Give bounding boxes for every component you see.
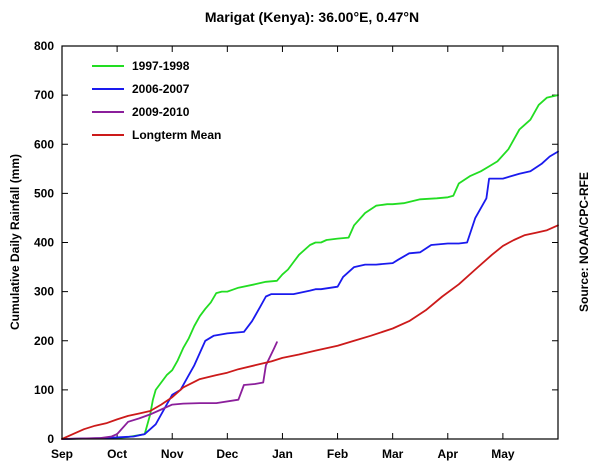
y-tick-label: 0 [47,432,54,446]
legend-label: Longterm Mean [132,128,221,142]
y-tick-label: 800 [34,39,54,53]
x-tick-label: Sep [51,447,73,461]
x-tick-label: May [491,447,515,461]
y-tick-label: 200 [34,334,54,348]
y-tick-label: 300 [34,285,54,299]
x-ticks: Sep Oct Nov Dec Jan Feb Mar Apr May [51,46,515,461]
x-tick-label: Dec [216,447,238,461]
x-tick-label: Oct [107,447,127,461]
y-tick-label: 500 [34,186,54,200]
legend-label: 1997-1998 [132,59,190,73]
legend-label: 2006-2007 [132,82,190,96]
y-ticks: 0 100 200 300 400 500 600 700 800 [34,39,558,446]
series-line-1 [61,94,559,440]
x-tick-label: Nov [161,447,184,461]
series-line-2 [61,150,559,440]
x-tick-label: Apr [437,447,458,461]
y-tick-label: 700 [34,88,54,102]
legend-label: 2009-2010 [132,105,190,119]
y-tick-label: 100 [34,383,54,397]
source-label: Source: NOAA/CPC-RFE [577,172,591,312]
x-tick-label: Mar [382,447,404,461]
y-tick-label: 400 [34,236,54,250]
series-line-4 [61,224,559,440]
y-axis-label: Cumulative Daily Rainfall (mm) [8,154,22,330]
series-line-3 [61,341,278,440]
chart-title: Marigat (Kenya): 36.00°E, 0.47°N [205,9,419,25]
plot-frame [61,45,559,440]
x-tick-label: Jan [272,447,293,461]
y-tick-label: 600 [34,137,54,151]
x-tick-label: Feb [327,447,348,461]
series-lines [61,94,559,440]
legend: 1997-1998 2006-2007 2009-2010 Longterm Mean [92,59,221,142]
